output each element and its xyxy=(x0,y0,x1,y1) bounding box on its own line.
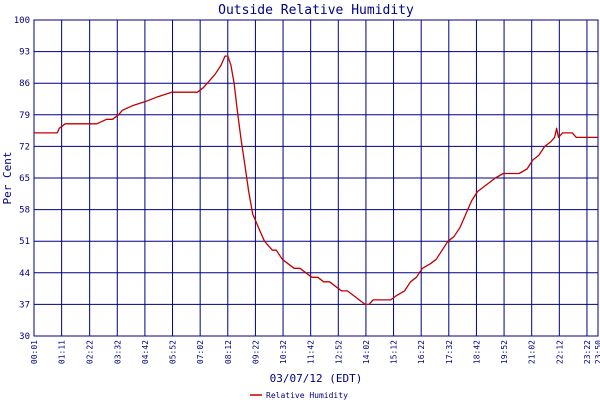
x-tick-label: 17:32 xyxy=(445,340,454,364)
y-tick-label: 51 xyxy=(19,237,30,247)
x-tick-label: 12:52 xyxy=(334,340,343,364)
y-tick-label: 100 xyxy=(14,16,30,26)
x-tick-label: 23:50 xyxy=(594,340,600,364)
grid xyxy=(33,19,599,337)
y-tick-label: 65 xyxy=(19,174,30,184)
x-tick-label: 04:42 xyxy=(141,340,150,364)
x-tick-label: 21:02 xyxy=(528,340,537,364)
x-tick-label: 07:02 xyxy=(196,340,205,364)
x-tick-label: 16:22 xyxy=(417,340,426,364)
x-tick-label: 03:32 xyxy=(113,340,122,364)
x-tick-label: 01:11 xyxy=(58,340,67,364)
y-tick-label: 72 xyxy=(19,142,30,152)
legend-label: Relative Humidity xyxy=(266,391,348,400)
x-tick-label: 11:42 xyxy=(307,340,316,364)
x-tick-label: 09:22 xyxy=(251,340,260,364)
x-axis-label: 03/07/12 (EDT) xyxy=(270,372,363,385)
x-tick-label: 05:52 xyxy=(169,340,178,364)
x-tick-labels: 00:01 01:11 02:22 03:32 04:42 05:52 07:02 08:12… xyxy=(30,340,600,364)
y-tick-labels: 30 37 44 51 58 65 72 79 86 93 100 xyxy=(14,16,30,342)
chart-title: Outside Relative Humidity xyxy=(218,3,414,18)
y-axis-label: Per Cent xyxy=(1,152,14,205)
x-tick-label: 14:02 xyxy=(362,340,371,364)
series-layer xyxy=(34,55,598,306)
x-tick-label: 00:01 xyxy=(30,340,39,364)
x-tick-label: 19:52 xyxy=(500,340,509,364)
y-tick-label: 58 xyxy=(19,206,30,216)
y-tick-label: 37 xyxy=(19,300,30,310)
y-tick-label: 44 xyxy=(19,269,30,279)
y-tick-label: 79 xyxy=(19,111,30,121)
x-tick-label: 15:12 xyxy=(390,340,399,364)
x-tick-label: 23:22 xyxy=(583,340,592,364)
legend: Relative Humidity xyxy=(250,391,348,400)
y-tick-label: 30 xyxy=(19,332,30,342)
x-tick-label: 10:32 xyxy=(279,340,288,364)
x-tick-label: 02:22 xyxy=(86,340,95,364)
x-tick-label: 18:42 xyxy=(472,340,481,364)
y-tick-label: 86 xyxy=(19,79,30,89)
humidity-line xyxy=(34,55,598,306)
x-tick-label: 22:12 xyxy=(555,340,564,364)
y-tick-label: 93 xyxy=(19,48,30,58)
x-tick-label: 08:12 xyxy=(224,340,233,364)
